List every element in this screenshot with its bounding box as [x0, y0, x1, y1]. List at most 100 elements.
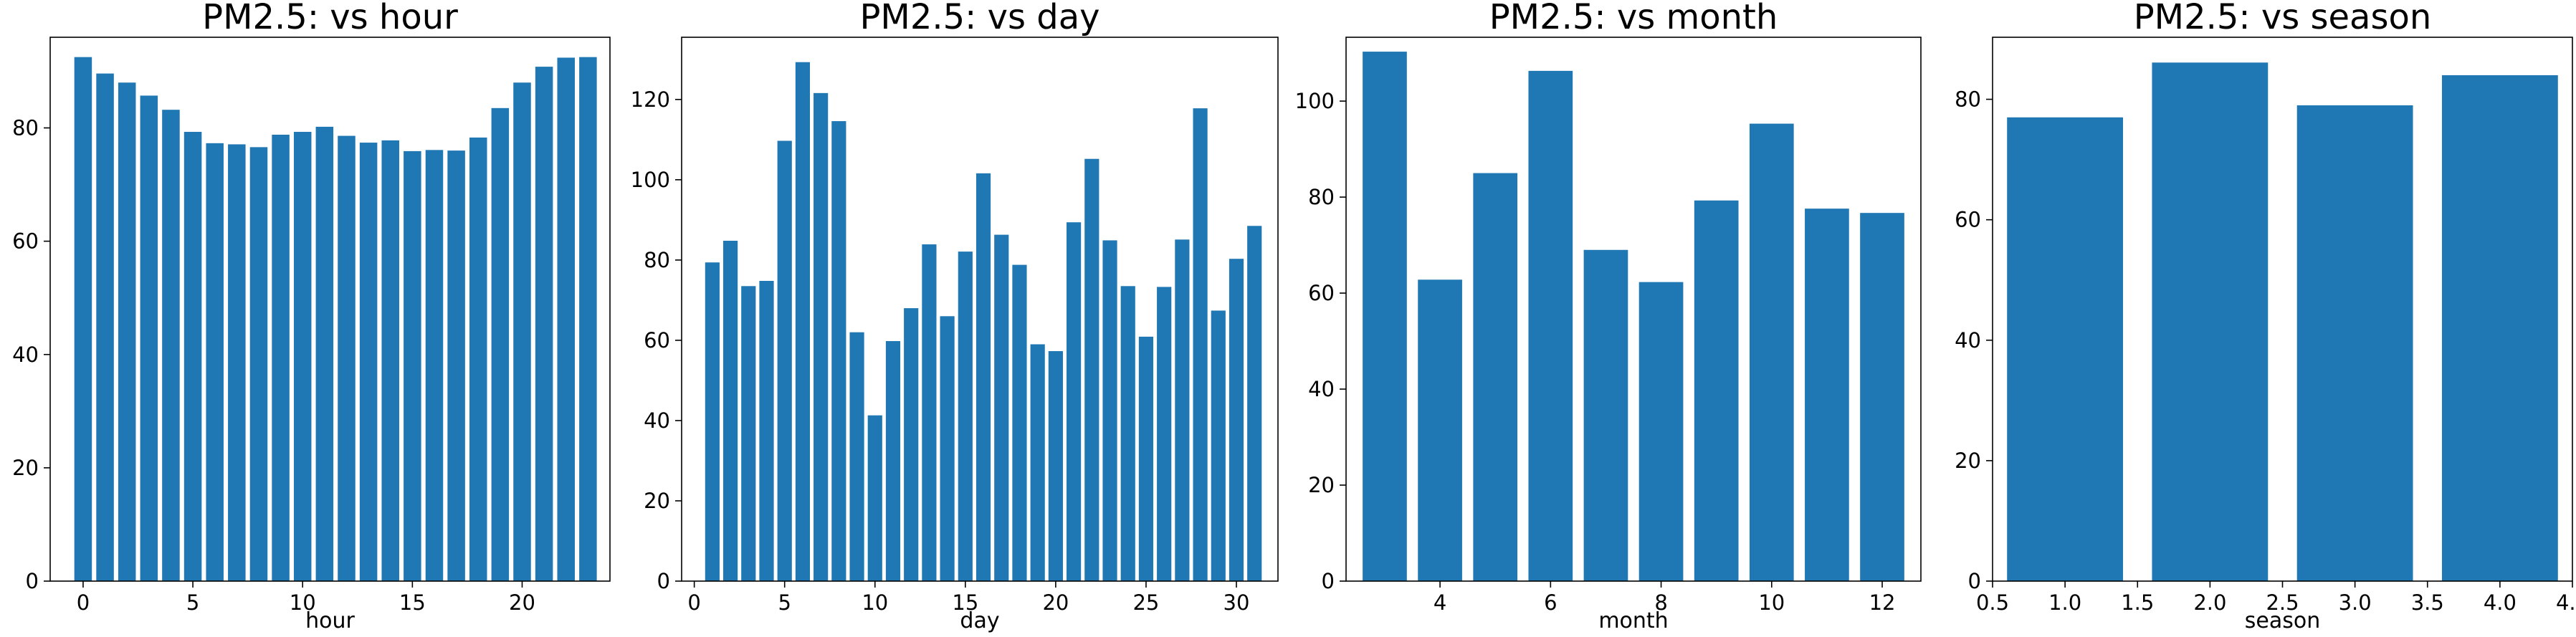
- x-tick-label: 20: [1042, 590, 1069, 615]
- chart-2: 0 5 10 15 20 25 30 0 20 40 60 80 100 120 PM2.5: vs day…: [631, 0, 1279, 633]
- bar: [1138, 336, 1154, 581]
- x-tick-label: 2.0: [2193, 590, 2226, 615]
- chart-3: 4 6 8 10 12 0 20 40 60 80 100 PM2.5: vs month month: [1295, 0, 1922, 633]
- x-tick-label: 10: [1758, 590, 1785, 615]
- bar: [1175, 239, 1190, 581]
- bar: [535, 67, 553, 582]
- x-tick-label: 12: [1869, 590, 1896, 615]
- bar: [1048, 351, 1063, 581]
- bar: [359, 143, 378, 581]
- bar: [162, 110, 180, 581]
- y-tick-label: 100: [1295, 89, 1335, 113]
- y-tick-label: 60: [1955, 208, 1981, 232]
- y-tick-label: 80: [644, 248, 670, 272]
- y-tick-label: 100: [631, 168, 670, 192]
- bar: [1528, 70, 1573, 581]
- x-tick-label: 4.5: [2556, 590, 2576, 615]
- bar: [867, 415, 882, 581]
- bar: [1193, 108, 1208, 581]
- x-tick-label: 30: [1223, 590, 1250, 615]
- bar: [2296, 105, 2413, 582]
- bar: [1012, 264, 1027, 581]
- bar: [447, 150, 465, 582]
- bar: [513, 82, 531, 581]
- x-tick-label: 4.0: [2484, 590, 2517, 615]
- bar: [705, 262, 720, 581]
- x-tick-label: 8: [1654, 590, 1667, 615]
- bar: [1067, 222, 1082, 581]
- bar: [849, 332, 864, 581]
- bar: [1749, 123, 1794, 581]
- bar: [1120, 286, 1135, 581]
- bar: [469, 137, 487, 581]
- chart-title: PM2.5: vs season: [2134, 0, 2432, 37]
- y-tick-label: 20: [644, 489, 670, 513]
- y-tick-label: 20: [1308, 473, 1335, 497]
- bar: [1229, 259, 1244, 581]
- x-tick-label: 20: [509, 590, 535, 615]
- bar: [777, 140, 792, 581]
- y-tick-label: 80: [1955, 87, 1981, 112]
- bar: [994, 234, 1009, 581]
- x-tick-label: 15: [952, 590, 978, 615]
- bar: [381, 140, 399, 581]
- bar: [722, 240, 738, 581]
- bar: [904, 308, 919, 581]
- y-tick-label: 80: [1308, 185, 1335, 209]
- bar: [579, 57, 597, 582]
- bar: [1805, 209, 1849, 581]
- bar: [272, 134, 290, 582]
- bar: [2441, 75, 2558, 581]
- bar: [975, 173, 991, 581]
- bar: [940, 316, 955, 581]
- y-tick-label: 0: [1322, 569, 1335, 593]
- bar: [1102, 240, 1117, 581]
- y-tick-label: 20: [1955, 449, 1981, 473]
- chart-4: 0.5 1.0 1.5 2.0 2.5 3.0 3.5 4.0 4.5 0 20 40 60 80 PM2.…: [1955, 0, 2576, 633]
- bar: [183, 132, 202, 581]
- y-tick-label: 40: [1308, 377, 1335, 401]
- bar: [922, 244, 937, 581]
- bar: [2007, 117, 2124, 582]
- bar: [293, 132, 312, 581]
- bar: [118, 82, 136, 581]
- x-tick-label: 3.5: [2411, 590, 2444, 615]
- x-axis-label: hour: [305, 608, 355, 633]
- bar: [338, 135, 356, 581]
- x-tick-label: 0: [687, 590, 700, 615]
- plot-frame: [681, 37, 1279, 582]
- bar: [1157, 287, 1172, 581]
- chart-title: PM2.5: vs month: [1489, 0, 1778, 37]
- y-tick-label: 80: [12, 116, 39, 140]
- chart-title: PM2.5: vs hour: [202, 0, 458, 37]
- y-tick-label: 40: [12, 343, 39, 367]
- y-tick-label: 60: [1308, 281, 1335, 305]
- x-tick-label: 25: [1132, 590, 1159, 615]
- bar: [1084, 158, 1099, 582]
- x-tick-label: 10: [862, 590, 888, 615]
- x-axis-label: season: [2245, 608, 2320, 633]
- y-tick-label: 0: [26, 569, 39, 593]
- y-tick-label: 20: [12, 456, 39, 480]
- bar: [315, 126, 334, 582]
- bar: [1638, 282, 1684, 581]
- bar: [74, 57, 92, 582]
- bar: [140, 95, 158, 581]
- bar: [1860, 213, 1904, 581]
- x-tick-label: 5: [778, 590, 791, 615]
- bar: [557, 57, 575, 581]
- y-tick-label: 0: [1968, 569, 1981, 593]
- bar: [249, 147, 268, 581]
- y-tick-label: 40: [1955, 328, 1981, 353]
- bar: [404, 150, 421, 582]
- bar: [1694, 200, 1739, 581]
- bar: [831, 121, 846, 581]
- x-tick-label: 3.0: [2339, 590, 2372, 615]
- y-tick-label: 120: [631, 87, 670, 112]
- x-tick-label: 10: [290, 590, 316, 615]
- x-tick-label: 5: [186, 590, 199, 615]
- bar: [1247, 226, 1262, 581]
- x-tick-label: 4: [1434, 590, 1446, 615]
- y-tick-label: 40: [644, 408, 670, 433]
- bar: [2152, 62, 2269, 582]
